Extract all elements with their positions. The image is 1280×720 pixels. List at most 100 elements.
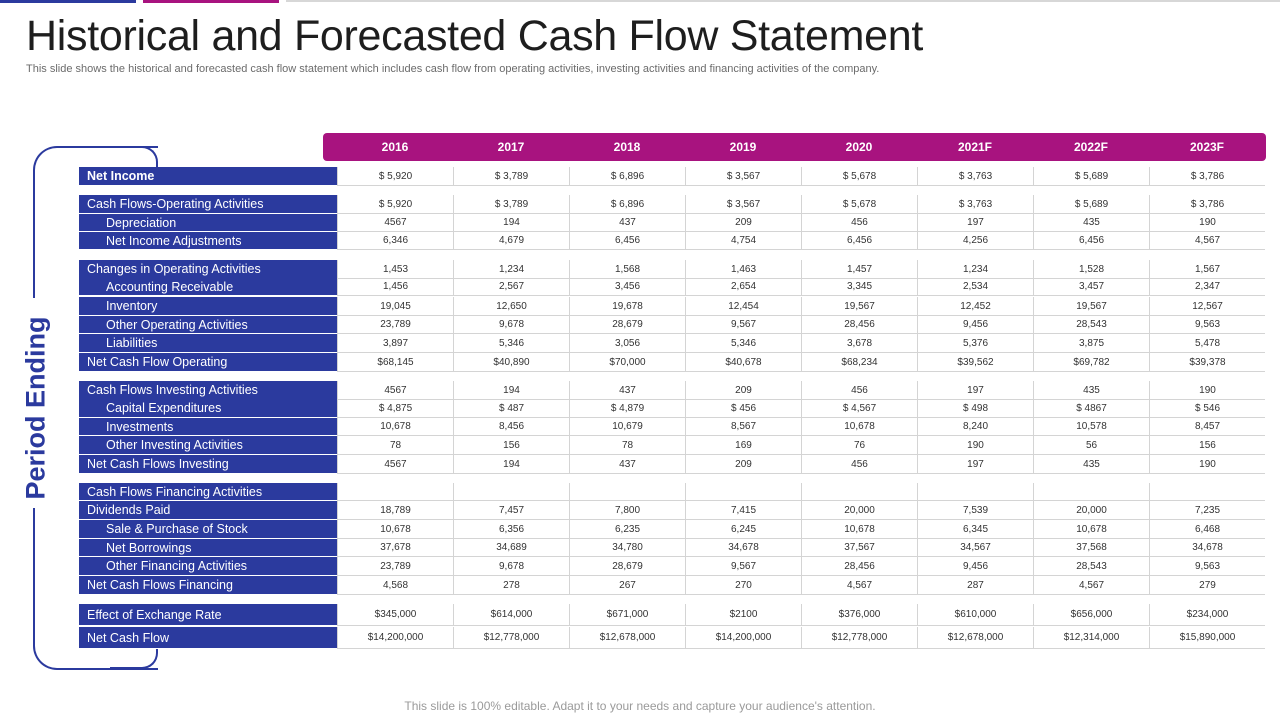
table-cell: 20,000 xyxy=(801,501,917,520)
table-cell: 456 xyxy=(801,214,917,232)
table-cell: $234,000 xyxy=(1149,604,1265,626)
table-cell: 9,567 xyxy=(685,316,801,334)
table-cell: $40,890 xyxy=(453,353,569,372)
table-cell: 279 xyxy=(1149,576,1265,595)
row-label: Capital Expenditures xyxy=(79,399,337,418)
period-bracket-bottom-hook xyxy=(110,645,158,669)
table-cell: $12,678,000 xyxy=(569,627,685,649)
table-cell: $39,378 xyxy=(1149,353,1265,372)
table-cell: $ 5,689 xyxy=(1033,195,1149,214)
year-header-7: 2023F xyxy=(1189,140,1225,154)
period-bracket-gap xyxy=(30,298,40,508)
table-cell xyxy=(1149,483,1265,501)
table-cell: 190 xyxy=(1149,214,1265,232)
table-cell: $ 3,786 xyxy=(1149,195,1265,214)
table-cell: 5,376 xyxy=(917,334,1033,353)
table-cell: 19,567 xyxy=(1033,297,1149,316)
top-accent-blue xyxy=(0,0,136,3)
table-cell: 28,543 xyxy=(1033,557,1149,576)
table-cell: 4567 xyxy=(337,214,453,232)
row-label: Other Financing Activities xyxy=(79,557,337,576)
table-cell: 1,568 xyxy=(569,260,685,279)
table-cell: 456 xyxy=(801,381,917,400)
table-cell: 4,754 xyxy=(685,232,801,250)
table-cell: 197 xyxy=(917,214,1033,232)
table-cell: 10,678 xyxy=(337,520,453,539)
table-cell: 2,534 xyxy=(917,278,1033,296)
table-cell: $ 3,786 xyxy=(1149,167,1265,186)
table-cell: 6,456 xyxy=(801,232,917,250)
table-cell: 1,234 xyxy=(917,260,1033,279)
table-cell: $ 3,789 xyxy=(453,195,569,214)
row-label: Inventory xyxy=(79,297,337,316)
table-cell: 78 xyxy=(337,436,453,455)
table-cell: 156 xyxy=(453,436,569,455)
table-cell: 10,678 xyxy=(801,520,917,539)
table-cell: $345,000 xyxy=(337,604,453,626)
table-cell: $656,000 xyxy=(1033,604,1149,626)
row-label: Net Cash Flows Investing xyxy=(79,455,337,474)
table-cell xyxy=(337,483,453,501)
row-label: Investments xyxy=(79,418,337,436)
table-cell: 19,678 xyxy=(569,297,685,316)
table-cell: 4,567 xyxy=(801,576,917,595)
table-cell: 4567 xyxy=(337,455,453,474)
table-cell: $12,778,000 xyxy=(453,627,569,649)
row-label: Effect of Exchange Rate xyxy=(79,604,337,626)
table-cell: $ 498 xyxy=(917,399,1033,418)
table-cell: 9,563 xyxy=(1149,557,1265,576)
table-cell: $ 5,689 xyxy=(1033,167,1149,186)
table-cell: 7,539 xyxy=(917,501,1033,520)
row-label: Net Income xyxy=(79,167,337,186)
table-cell: $ 5,920 xyxy=(337,167,453,186)
table-cell: 197 xyxy=(917,455,1033,474)
table-cell: 28,543 xyxy=(1033,316,1149,334)
table-cell: 435 xyxy=(1033,381,1149,400)
table-cell: 4,567 xyxy=(1033,576,1149,595)
row-label: Cash Flows Investing Activities xyxy=(79,381,337,400)
table-cell: 34,567 xyxy=(917,539,1033,557)
table-cell: 9,456 xyxy=(917,557,1033,576)
table-cell: $376,000 xyxy=(801,604,917,626)
table-cell: 6,468 xyxy=(1149,520,1265,539)
table-cell: $ 4,567 xyxy=(801,399,917,418)
table-cell: 190 xyxy=(917,436,1033,455)
table-cell: 3,345 xyxy=(801,278,917,296)
table-cell: 9,678 xyxy=(453,316,569,334)
table-cell: 6,345 xyxy=(917,520,1033,539)
table-cell xyxy=(801,483,917,501)
table-cell: 28,456 xyxy=(801,557,917,576)
table-cell: 190 xyxy=(1149,455,1265,474)
table-cell: 197 xyxy=(917,381,1033,400)
table-cell: 209 xyxy=(685,381,801,400)
table-cell: 37,567 xyxy=(801,539,917,557)
table-cell: 190 xyxy=(1149,381,1265,400)
table-cell: $ 4,875 xyxy=(337,399,453,418)
table-cell: 12,452 xyxy=(917,297,1033,316)
period-ending-label: Period Ending xyxy=(20,316,51,500)
table-cell: $2100 xyxy=(685,604,801,626)
table-cell: 287 xyxy=(917,576,1033,595)
table-cell: 56 xyxy=(1033,436,1149,455)
row-label: Liabilities xyxy=(79,334,337,353)
row-label: Accounting Receivable xyxy=(79,278,337,296)
table-cell: $69,782 xyxy=(1033,353,1149,372)
table-cell: $15,890,000 xyxy=(1149,627,1265,649)
table-cell: 1,456 xyxy=(337,278,453,296)
table-cell: 19,567 xyxy=(801,297,917,316)
table-cell: 3,875 xyxy=(1033,334,1149,353)
table-cell: 5,478 xyxy=(1149,334,1265,353)
table-cell: 3,457 xyxy=(1033,278,1149,296)
year-header-6: 2022F xyxy=(1073,140,1109,154)
row-label: Dividends Paid xyxy=(79,501,337,520)
table-cell: 435 xyxy=(1033,214,1149,232)
table-cell: 437 xyxy=(569,455,685,474)
table-cell: 9,456 xyxy=(917,316,1033,334)
table-cell: 3,456 xyxy=(569,278,685,296)
table-cell: 9,567 xyxy=(685,557,801,576)
table-cell: 34,780 xyxy=(569,539,685,557)
table-cell: 209 xyxy=(685,214,801,232)
table-cell: $ 4867 xyxy=(1033,399,1149,418)
table-cell: $12,678,000 xyxy=(917,627,1033,649)
table-cell: $ 487 xyxy=(453,399,569,418)
